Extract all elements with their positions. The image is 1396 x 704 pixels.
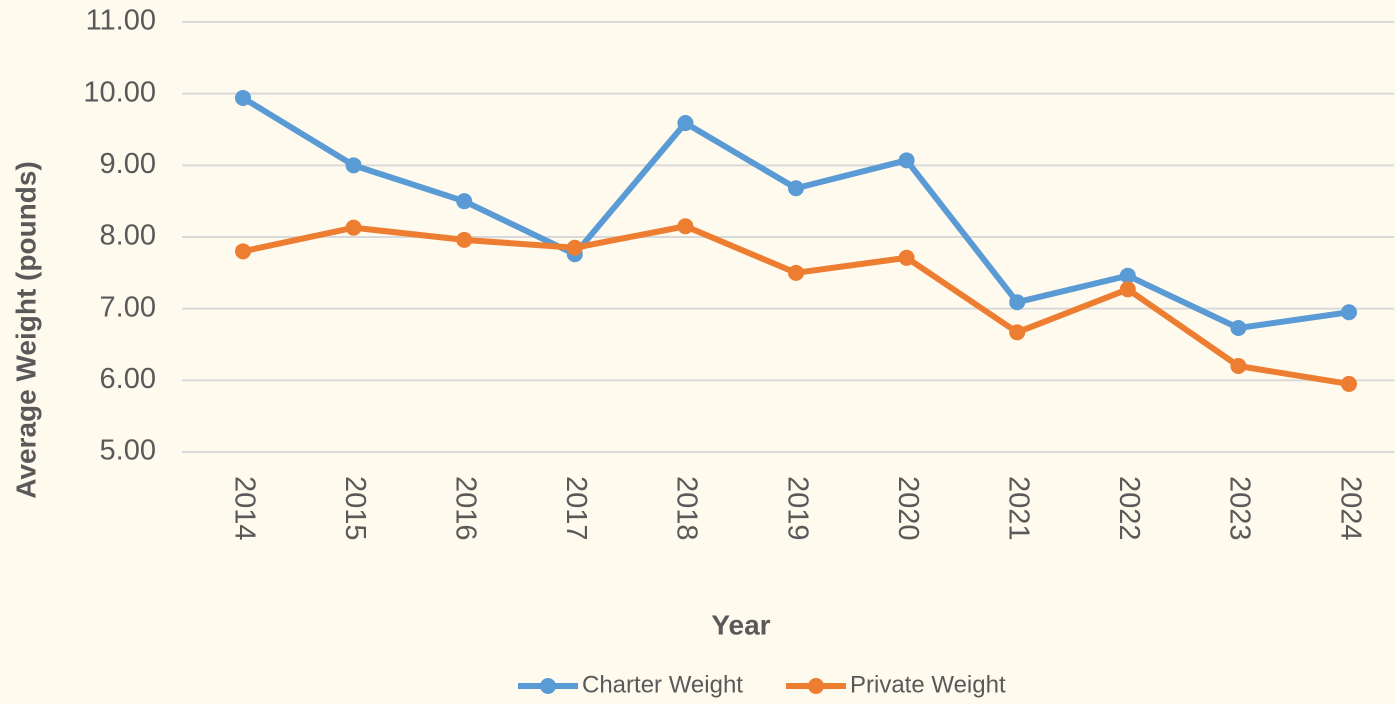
x-tick-label: 2015 bbox=[339, 476, 371, 541]
data-point bbox=[456, 193, 473, 210]
x-tick-label: 2019 bbox=[781, 476, 813, 541]
data-point bbox=[898, 249, 915, 266]
data-point bbox=[788, 264, 804, 281]
data-point bbox=[456, 231, 473, 248]
data-point bbox=[677, 115, 694, 132]
legend-label: Private Weight bbox=[850, 671, 1006, 698]
y-tick-label: 8.00 bbox=[100, 220, 156, 252]
data-point bbox=[898, 152, 915, 169]
y-tick-label: 5.00 bbox=[100, 435, 156, 467]
x-tick-label: 2018 bbox=[671, 476, 703, 541]
data-point bbox=[1341, 304, 1357, 321]
y-tick-label: 10.00 bbox=[83, 76, 156, 108]
data-point bbox=[1341, 375, 1357, 392]
x-tick-label: 2017 bbox=[560, 476, 592, 541]
legend-marker bbox=[540, 678, 556, 694]
data-point bbox=[345, 157, 362, 174]
data-point bbox=[235, 89, 251, 106]
data-point bbox=[235, 243, 251, 260]
x-tick-label: 2020 bbox=[892, 476, 924, 541]
data-point bbox=[1230, 358, 1247, 374]
y-tick-label: 6.00 bbox=[100, 363, 156, 395]
data-point bbox=[1230, 320, 1247, 337]
x-tick-label: 2016 bbox=[450, 476, 482, 541]
x-tick-label: 2024 bbox=[1334, 476, 1366, 541]
legend-label: Charter Weight bbox=[582, 671, 743, 698]
x-tick-label: 2023 bbox=[1224, 476, 1256, 541]
data-point bbox=[1009, 294, 1026, 311]
series-line bbox=[241, 95, 1350, 332]
x-tick-label: 2022 bbox=[1113, 476, 1145, 541]
x-tick-label: 2014 bbox=[228, 476, 260, 541]
y-tick-label: 11.00 bbox=[86, 5, 156, 37]
data-point bbox=[788, 180, 804, 197]
y-tick-label: 7.00 bbox=[100, 291, 156, 323]
data-point bbox=[1009, 324, 1026, 341]
data-point bbox=[345, 219, 362, 236]
data-point bbox=[566, 239, 583, 256]
legend-marker bbox=[808, 678, 824, 694]
data-point bbox=[1119, 281, 1136, 298]
y-axis-title: Average Weight (pounds) bbox=[10, 161, 41, 499]
x-tick-label: 2021 bbox=[1003, 476, 1035, 541]
y-tick-label: 9.00 bbox=[100, 148, 156, 180]
x-axis-title: Year bbox=[711, 609, 770, 640]
data-point bbox=[677, 218, 694, 235]
data-point bbox=[1119, 267, 1136, 284]
